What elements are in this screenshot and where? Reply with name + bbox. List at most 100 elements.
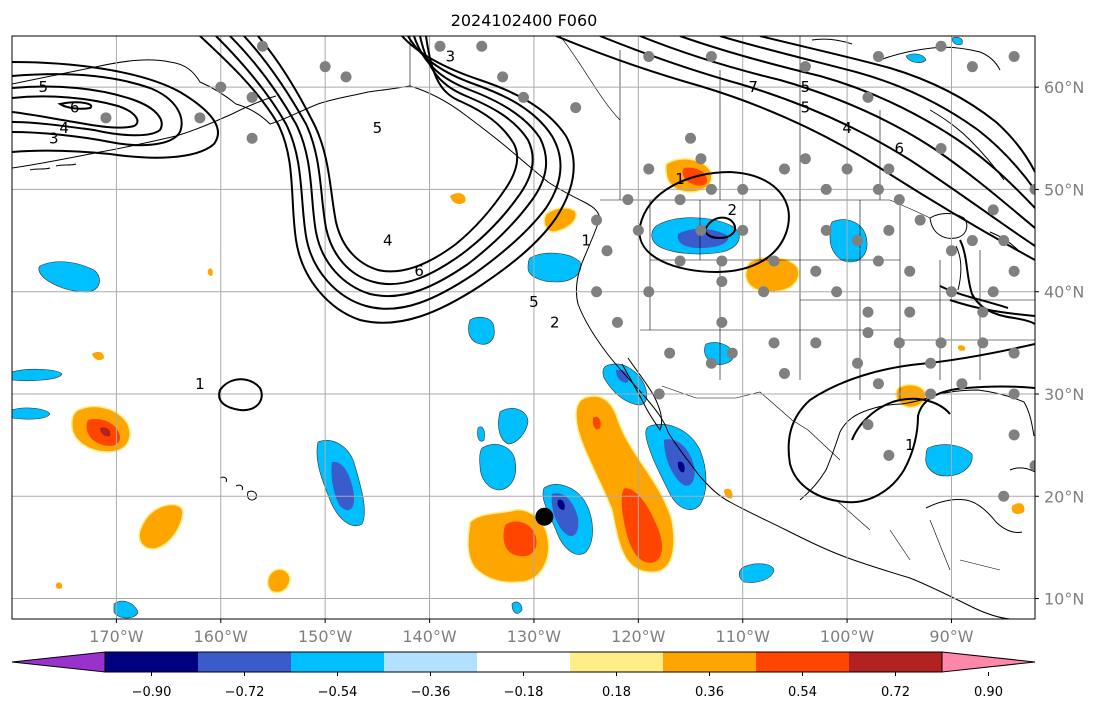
contour-north-4 — [679, 36, 1035, 209]
station-dot — [872, 255, 884, 267]
station-dot — [799, 61, 811, 73]
colorbar-under — [11, 651, 106, 673]
contour-label: 4 — [59, 119, 69, 137]
contour-label: 6 — [895, 140, 905, 158]
station-dot — [758, 286, 770, 298]
anomaly-fills — [12, 36, 1025, 619]
negative-anomaly-edge-2 — [12, 407, 51, 420]
contour-trough-3 — [229, 36, 548, 298]
station-dot — [601, 245, 613, 257]
colorbar-tick-label: −0.18 — [504, 685, 544, 700]
station-dot — [611, 316, 623, 328]
station-dot — [862, 327, 874, 339]
station-dot — [1029, 460, 1035, 472]
contour-west-3 — [12, 73, 183, 147]
station-dot — [945, 286, 957, 298]
station-dot — [685, 132, 697, 144]
contour-trough-5 — [257, 36, 519, 273]
station-dot — [935, 40, 947, 52]
station-dot — [956, 378, 968, 390]
lat-label: 30°N — [1044, 385, 1084, 404]
contour-label: 3 — [49, 129, 59, 147]
cuba-coast — [1009, 467, 1035, 473]
station-dot — [737, 224, 749, 236]
station-dot — [664, 347, 676, 359]
negative-anomaly-south-edge — [113, 600, 139, 619]
station-dot — [246, 91, 258, 103]
positive-anomaly-small-1 — [138, 503, 184, 550]
station-dot — [883, 163, 895, 175]
positive-anomaly-tiny-7 — [957, 345, 966, 351]
us-mexico-border — [661, 385, 809, 431]
contour-label: 5 — [801, 99, 811, 117]
lat-label: 20°N — [1044, 487, 1084, 506]
contour-west-2 — [12, 61, 219, 159]
contour-label: 3 — [446, 47, 456, 65]
station-dot — [893, 337, 905, 349]
negative-anomaly-pacific-2 — [498, 408, 529, 445]
contour-label: 1 — [581, 232, 591, 250]
mexico-borders — [807, 429, 1001, 571]
colorbar-tick-label: 0.18 — [602, 685, 631, 700]
station-dot — [674, 255, 686, 267]
positive-anomaly-tiny-2 — [92, 351, 104, 361]
station-dot — [705, 357, 717, 369]
mexico-pacific-coast — [729, 501, 1011, 619]
station-dot — [215, 81, 227, 93]
contour-label: 1 — [195, 375, 205, 393]
colorbar-tick-label: 0.36 — [695, 685, 724, 700]
contour-gulf — [787, 343, 1035, 504]
station-dot — [778, 163, 790, 175]
colorbar-tick-label: −0.90 — [132, 685, 172, 700]
contour-west-5 — [12, 95, 139, 129]
negative-anomaly-tiny-3 — [905, 53, 927, 63]
station-dot — [194, 112, 206, 124]
station-dot — [852, 235, 864, 247]
colorbar-segment — [756, 652, 850, 672]
contour-north-6 — [759, 36, 1035, 173]
contour-west-6 — [57, 101, 93, 110]
station-dot — [862, 306, 874, 318]
negative-anomaly-edge-1 — [12, 368, 63, 382]
lon-label: 160°W — [194, 627, 249, 646]
station-dot — [1008, 50, 1020, 62]
station-dot — [914, 214, 926, 226]
alaska-coast — [12, 59, 411, 125]
positive-anomaly-tiny-1 — [450, 193, 466, 204]
contour-north-5 — [719, 36, 1035, 191]
station-dot — [726, 347, 738, 359]
colorbar-segment — [291, 652, 385, 672]
station-dot — [998, 490, 1010, 502]
lon-label: 150°W — [298, 627, 353, 646]
contour-trough-2 — [215, 36, 562, 310]
lake-michigan — [955, 245, 962, 291]
stations — [100, 40, 1035, 502]
station-dot — [653, 388, 665, 400]
negative-anomaly-pacific-1 — [479, 444, 517, 491]
station-dot — [862, 91, 874, 103]
station-dot — [497, 71, 509, 83]
station-dot — [246, 132, 258, 144]
station-dot — [643, 50, 655, 62]
negative-anomaly-tiny-4 — [951, 36, 963, 46]
contour-label: 7 — [748, 78, 758, 96]
west-coast — [409, 85, 731, 503]
contour-label: 4 — [842, 119, 852, 137]
station-dot — [935, 143, 947, 155]
colorbar-segment — [570, 652, 664, 672]
negative-anomaly-near-storm — [542, 484, 593, 555]
station-dot — [768, 337, 780, 349]
contours — [12, 36, 1035, 504]
arctic-coast — [811, 38, 853, 45]
station-dot — [100, 112, 112, 124]
figure-title: 2024102400 F060 — [451, 11, 598, 30]
yucatan-coast — [925, 499, 1023, 533]
station-dot — [476, 40, 488, 52]
lat-label: 40°N — [1044, 283, 1084, 302]
contour-label: 6 — [414, 262, 424, 280]
gulf-of-mexico-west-coast — [799, 395, 933, 501]
positive-anomaly-tiny-6 — [55, 582, 63, 589]
station-dot — [1029, 183, 1035, 195]
positive-anomaly-small-2 — [266, 568, 291, 594]
contour-north-1 — [555, 36, 1035, 261]
